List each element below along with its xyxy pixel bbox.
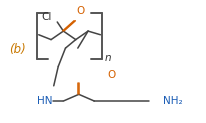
Text: HN: HN xyxy=(37,96,52,106)
Text: NH₂: NH₂ xyxy=(162,96,182,106)
Text: O: O xyxy=(107,70,115,80)
Text: Cl: Cl xyxy=(42,12,52,22)
Text: (b): (b) xyxy=(9,43,26,56)
Text: n: n xyxy=(104,54,111,63)
Text: O: O xyxy=(76,6,85,16)
